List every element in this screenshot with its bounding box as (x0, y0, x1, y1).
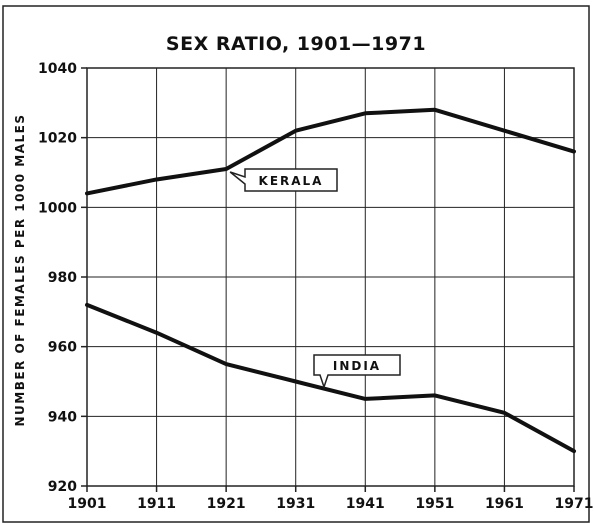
x-tick-label: 1931 (276, 496, 315, 512)
callout-kerala: KERALA (229, 168, 338, 192)
x-tick-label: 1921 (207, 496, 246, 512)
y-tick-label: 920 (48, 479, 77, 495)
x-tick-label: 1971 (555, 496, 594, 512)
callout-box (313, 354, 401, 390)
x-tick-label: 1961 (485, 496, 524, 512)
series-line-india (85, 302, 576, 454)
y-tick-label: 940 (48, 409, 77, 425)
y-tick-label: 960 (48, 340, 77, 356)
y-axis-label: NUMBER OF FEMALES PER 1000 MALES (13, 113, 27, 426)
x-tick-label: 1911 (137, 496, 176, 512)
chart-title: SEX RATIO, 1901—1971 (166, 33, 426, 55)
y-tick-label: 1000 (38, 200, 77, 216)
y-tick-label: 1040 (38, 61, 77, 77)
tick-labels: 1901 1911 1921 1931 1941 1951 1961 1971 920 940 96… (38, 61, 593, 512)
x-tick-label: 1941 (346, 496, 385, 512)
x-tick-label: 1951 (415, 496, 454, 512)
callout-india: INDIA (313, 354, 401, 390)
callout-box (229, 168, 338, 192)
page-frame (2, 5, 590, 523)
series-label-kerala: KERALA (259, 174, 324, 188)
series-lines (85, 107, 576, 454)
x-tick-label: 1901 (68, 496, 107, 512)
y-tick-label: 980 (48, 270, 77, 286)
y-tick-label: 1020 (38, 131, 77, 147)
series-callouts: KERALA INDIA (229, 168, 401, 390)
grid (2, 5, 590, 523)
series-line-kerala (85, 107, 576, 196)
series-label-india: INDIA (333, 359, 381, 373)
